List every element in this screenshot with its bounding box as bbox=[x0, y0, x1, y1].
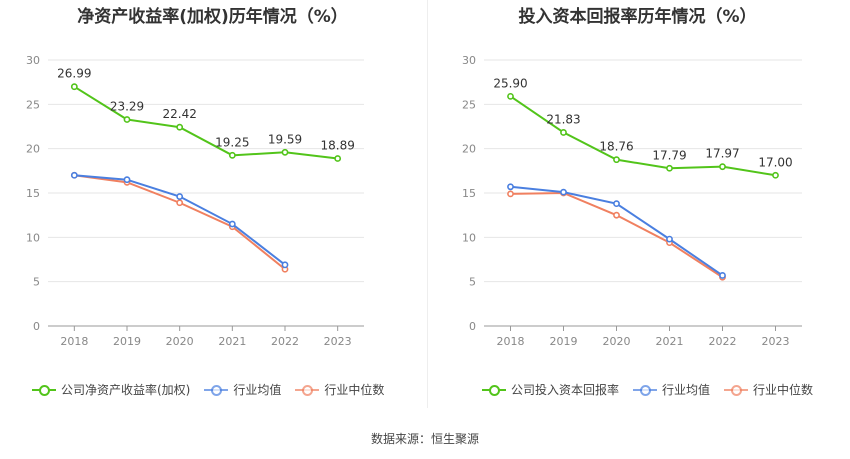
chart1-series-1-point bbox=[176, 123, 184, 131]
chart1-series-3-point bbox=[176, 199, 184, 207]
chart1-legend-label: 行业中位数 bbox=[324, 383, 385, 397]
chart1-ytick-label: 25 bbox=[26, 98, 40, 111]
chart2-series-line-2 bbox=[510, 185, 724, 277]
chart1-data-label: 26.99 bbox=[57, 67, 91, 81]
chart1-legend-marker-icon bbox=[204, 384, 229, 396]
chart2-series-2-point bbox=[507, 183, 514, 191]
chart1-xtick-label: 2021 bbox=[218, 335, 246, 348]
chart2-ytick-label: 10 bbox=[462, 231, 476, 244]
chart2-data-label: 17.00 bbox=[758, 155, 792, 169]
chart1-data-label: 23.29 bbox=[110, 99, 144, 113]
chart1-series-1-point bbox=[123, 116, 131, 123]
chart1-data-label: 19.25 bbox=[215, 135, 249, 149]
chart2-series-3-point bbox=[613, 211, 620, 219]
chart1-legend-marker-icon bbox=[295, 384, 320, 396]
chart1-series-2-point bbox=[70, 171, 78, 179]
chart2-ytick-label: 30 bbox=[462, 54, 476, 67]
chart2-series-line-1 bbox=[509, 95, 776, 177]
chart2-legend-label: 行业中位数 bbox=[753, 383, 814, 397]
chart1-xtick-label: 2018 bbox=[60, 335, 88, 348]
chart1-title: 净资产收益率(加权)历年情况（%） bbox=[77, 7, 348, 27]
chart2-ytick-label: 5 bbox=[469, 276, 476, 289]
chart1-series-line-2 bbox=[74, 174, 286, 266]
data-source-note: 数据来源：恒生聚源 bbox=[370, 432, 479, 446]
chart2-legend-item-3[interactable]: 行业中位数 bbox=[724, 381, 813, 398]
chart2-series-1-point bbox=[613, 156, 620, 164]
chart2-legend-item-1[interactable]: 公司投入资本回报率 bbox=[482, 381, 619, 398]
chart1-legend-label: 公司净资产收益率(加权) bbox=[61, 383, 191, 397]
chart1-series-1-point bbox=[70, 83, 78, 91]
chart2-ytick-label: 15 bbox=[462, 187, 476, 200]
chart1-legend-marker-icon bbox=[32, 384, 56, 396]
chart1-series-2-point bbox=[281, 261, 289, 269]
chart1-ytick-label: 30 bbox=[26, 54, 40, 67]
chart2-data-label: 18.76 bbox=[599, 140, 633, 154]
chart2-ytick-label: 20 bbox=[462, 143, 476, 156]
chart2-xtick-label: 2020 bbox=[603, 335, 631, 348]
chart2-legend-marker-icon bbox=[724, 384, 749, 396]
chart1-xtick-label: 2020 bbox=[166, 335, 194, 348]
chart2-legend-item-2[interactable]: 行业均值 bbox=[633, 381, 710, 398]
chart2-data-label: 25.90 bbox=[493, 76, 527, 90]
chart2-series-2-point bbox=[613, 200, 620, 208]
chart2-series-3-point bbox=[507, 190, 514, 198]
chart1-data-label: 22.42 bbox=[162, 107, 196, 121]
chart2-ytick-label: 25 bbox=[462, 98, 476, 111]
chart2-xtick-label: 2022 bbox=[709, 335, 737, 348]
chart1-series-2-point bbox=[176, 193, 184, 200]
chart2-series-1-point bbox=[772, 171, 779, 179]
chart2-series-1-point bbox=[560, 129, 567, 136]
chart1-ytick-label: 15 bbox=[26, 187, 40, 200]
chart1-data-label: 19.59 bbox=[268, 132, 302, 146]
chart2-series-1-point bbox=[507, 92, 514, 100]
chart1-series-line-1 bbox=[73, 85, 338, 160]
chart1-ytick-label: 5 bbox=[33, 276, 40, 289]
chart2-xtick-label: 2023 bbox=[762, 335, 790, 348]
chart2-legend-marker-icon bbox=[633, 384, 658, 396]
chart2-legend-label: 公司投入资本回报率 bbox=[511, 383, 620, 397]
chart2-xtick-label: 2019 bbox=[550, 335, 578, 348]
chart2-series-2-point bbox=[719, 272, 726, 279]
chart1-legend-item-3[interactable]: 行业中位数 bbox=[295, 381, 384, 398]
chart2-series-2-point bbox=[560, 188, 567, 196]
chart2-legend: 公司投入资本回报率 行业均值 行业中位数 bbox=[482, 381, 827, 398]
chart1-series-1-point bbox=[228, 151, 236, 159]
chart2-series-1-point bbox=[719, 163, 726, 171]
chart1-legend-item-2[interactable]: 行业均值 bbox=[204, 381, 281, 398]
chart2-data-label: 21.83 bbox=[546, 112, 580, 126]
chart2-title: 投入资本回报率历年情况（%） bbox=[518, 7, 757, 27]
chart1-series-2-point bbox=[123, 176, 131, 184]
chart1-series-2-point bbox=[228, 220, 236, 228]
chart1-ytick-label: 20 bbox=[26, 143, 40, 156]
chart2-xtick-label: 2018 bbox=[497, 335, 525, 348]
chart1-xtick-label: 2022 bbox=[271, 335, 299, 348]
chart2-legend-marker-icon bbox=[482, 384, 506, 396]
chart1-legend-label: 行业均值 bbox=[233, 383, 282, 397]
chart2-series-2-point bbox=[666, 235, 673, 243]
chart2-xtick-label: 2021 bbox=[656, 335, 684, 348]
chart1-series-1-point bbox=[334, 155, 342, 162]
chart1-xtick-label: 2019 bbox=[113, 335, 141, 348]
chart1-series-1-point bbox=[281, 148, 289, 156]
chart1-ytick-label: 0 bbox=[33, 320, 40, 333]
chart1-xtick-label: 2023 bbox=[324, 335, 352, 348]
chart1-legend: 公司净资产收益率(加权) 行业均值 行业中位数 bbox=[32, 381, 398, 398]
chart2-data-label: 17.97 bbox=[705, 147, 739, 161]
chart1-ytick-label: 10 bbox=[26, 231, 40, 244]
chart2-data-label: 17.79 bbox=[652, 148, 686, 162]
panel-divider bbox=[427, 0, 428, 408]
chart2-ytick-label: 0 bbox=[469, 320, 476, 333]
chart2-legend-label: 行业均值 bbox=[662, 383, 711, 397]
chart2-series-1-point bbox=[666, 164, 673, 172]
chart1-series-line-3 bbox=[74, 174, 286, 271]
chart1-legend-item-1[interactable]: 公司净资产收益率(加权) bbox=[32, 381, 190, 398]
chart1-data-label: 18.89 bbox=[320, 139, 354, 153]
